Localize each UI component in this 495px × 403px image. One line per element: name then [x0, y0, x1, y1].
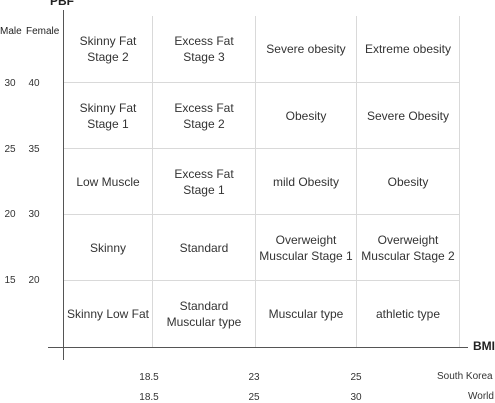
pbf-tick-female-1: 40 — [28, 78, 40, 89]
bmi-tick-world-3: 30 — [350, 392, 362, 403]
grid-horizontal-line — [64, 280, 459, 281]
cell-excess-fat-stage-1: Excess Fat Stage 1 — [174, 166, 234, 197]
cell-skinny-low-fat: Skinny Low Fat — [66, 307, 150, 321]
cell-overweight-muscular-stage-2: Overweight Muscular Stage 2 — [361, 232, 455, 263]
cell-excess-fat-stage-3: Excess Fat Stage 3 — [174, 34, 234, 64]
cell-skinny-fat-stage-1: Skinny Fat Stage 1 — [79, 100, 137, 131]
cell-obesity-2: Obesity — [387, 174, 429, 189]
bmi-tick-korea-3: 25 — [350, 372, 362, 383]
cell-skinny-fat-stage-2: Skinny Fat Stage 2 — [79, 34, 137, 64]
bmi-tick-korea-2: 23 — [248, 372, 260, 383]
pbf-tick-female-3: 30 — [28, 209, 40, 220]
grid-vertical-line — [356, 16, 357, 348]
bmi-tick-world-1: 18.5 — [139, 392, 159, 403]
x-axis-line — [48, 347, 468, 348]
y-axis-title: PBF — [50, 0, 74, 8]
cell-overweight-muscular-stage-1: Overweight Muscular Stage 1 — [259, 232, 353, 263]
cell-severe-obesity: Severe obesity — [266, 42, 346, 56]
grid-horizontal-line — [64, 82, 459, 83]
bmi-scale-label-korea: South Korea — [437, 371, 493, 382]
cell-low-muscle: Low Muscle — [76, 174, 140, 189]
cell-excess-fat-stage-2: Excess Fat Stage 2 — [174, 100, 234, 131]
pbf-tick-female-2: 35 — [28, 144, 40, 155]
female-column-header: Female — [26, 26, 60, 37]
cell-extreme-obesity: Extreme obesity — [364, 42, 452, 56]
cell-standard: Standard — [179, 240, 229, 255]
cell-athletic-type: athletic type — [375, 307, 441, 321]
cell-mild-obesity: mild Obesity — [272, 174, 340, 189]
bmi-tick-world-2: 25 — [248, 392, 260, 403]
grid-vertical-line — [152, 16, 153, 348]
pbf-tick-male-2: 25 — [4, 144, 16, 155]
male-column-header: Male — [0, 26, 22, 37]
cell-skinny: Skinny — [89, 240, 127, 255]
cell-severe-obesity-2: Severe Obesity — [366, 108, 450, 123]
pbf-tick-female-4: 20 — [28, 275, 40, 286]
x-axis-title: BMI — [473, 339, 495, 353]
pbf-tick-male-3: 20 — [4, 209, 16, 220]
bmi-tick-korea-1: 18.5 — [139, 372, 159, 383]
y-axis-line — [63, 10, 64, 360]
pbf-tick-male-1: 30 — [4, 78, 16, 89]
grid-horizontal-line — [64, 214, 459, 215]
cell-standard-muscular-type: Standard Muscular type — [166, 299, 242, 329]
cell-obesity: Obesity — [285, 108, 327, 123]
pbf-tick-male-4: 15 — [4, 275, 16, 286]
bmi-scale-label-world: World — [468, 391, 494, 402]
grid-horizontal-line — [64, 148, 459, 149]
cell-muscular-type: Muscular type — [268, 307, 344, 321]
grid-vertical-line — [459, 16, 460, 348]
grid-vertical-line — [255, 16, 256, 348]
